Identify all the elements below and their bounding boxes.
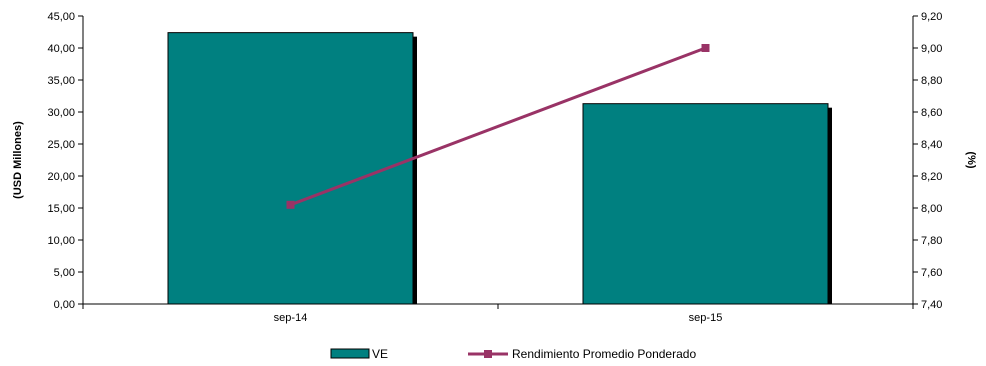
y-tick-label-right: 7,40 bbox=[921, 299, 942, 311]
y-tick-label-right: 8,80 bbox=[921, 75, 942, 87]
y-tick-label-right: 8,20 bbox=[921, 171, 942, 183]
x-tick-label: sep-15 bbox=[689, 312, 723, 324]
y-tick-label-right: 9,00 bbox=[921, 43, 942, 55]
legend-entry-ve: VE bbox=[330, 347, 388, 361]
legend: VE Rendimiento Promedio Ponderado bbox=[330, 347, 696, 361]
line-rendimiento bbox=[289, 46, 707, 207]
y-tick-label-left: 5,00 bbox=[54, 267, 75, 279]
y-tick-label-left: 45,00 bbox=[47, 11, 75, 23]
legend-marker-rendimiento bbox=[484, 350, 492, 358]
y-tick-label-left: 15,00 bbox=[47, 203, 75, 215]
y-axis-title-right: (%) bbox=[965, 151, 977, 168]
legend-swatch-ve bbox=[330, 348, 370, 359]
line-point-rendimiento bbox=[286, 200, 295, 209]
y-tick-label-right: 8,00 bbox=[921, 203, 942, 215]
y-tick-label-right: 8,40 bbox=[921, 139, 942, 151]
y-tick-label-left: 35,00 bbox=[47, 75, 75, 87]
legend-label-ve: VE bbox=[372, 347, 388, 361]
x-tick-label: sep-14 bbox=[274, 312, 308, 324]
legend-label-rendimiento: Rendimiento Promedio Ponderado bbox=[512, 347, 696, 361]
y-tick-label-left: 0,00 bbox=[54, 299, 75, 311]
bar-ve bbox=[167, 32, 414, 305]
bar-ve bbox=[582, 103, 829, 305]
y-tick-label-left: 25,00 bbox=[47, 139, 75, 151]
y-tick-label-left: 40,00 bbox=[47, 43, 75, 55]
y-tick-label-right: 8,60 bbox=[921, 107, 942, 119]
y-tick-label-right: 7,80 bbox=[921, 235, 942, 247]
y-tick-label-right: 9,20 bbox=[921, 11, 942, 23]
y-tick-label-right: 7,60 bbox=[921, 267, 942, 279]
line-point-rendimiento bbox=[701, 44, 710, 52]
y-axis-title-left: (USD Millones) bbox=[12, 121, 24, 199]
y-tick-label-left: 30,00 bbox=[47, 107, 75, 119]
y-tick-label-left: 10,00 bbox=[47, 235, 75, 247]
legend-entry-rendimiento: Rendimiento Promedio Ponderado bbox=[468, 347, 696, 361]
y-tick-label-left: 20,00 bbox=[47, 171, 75, 183]
plot-area: 0,00 5,00 10,00 15,00 20,00 25,00 30,00 35,00 40… bbox=[47, 11, 942, 324]
